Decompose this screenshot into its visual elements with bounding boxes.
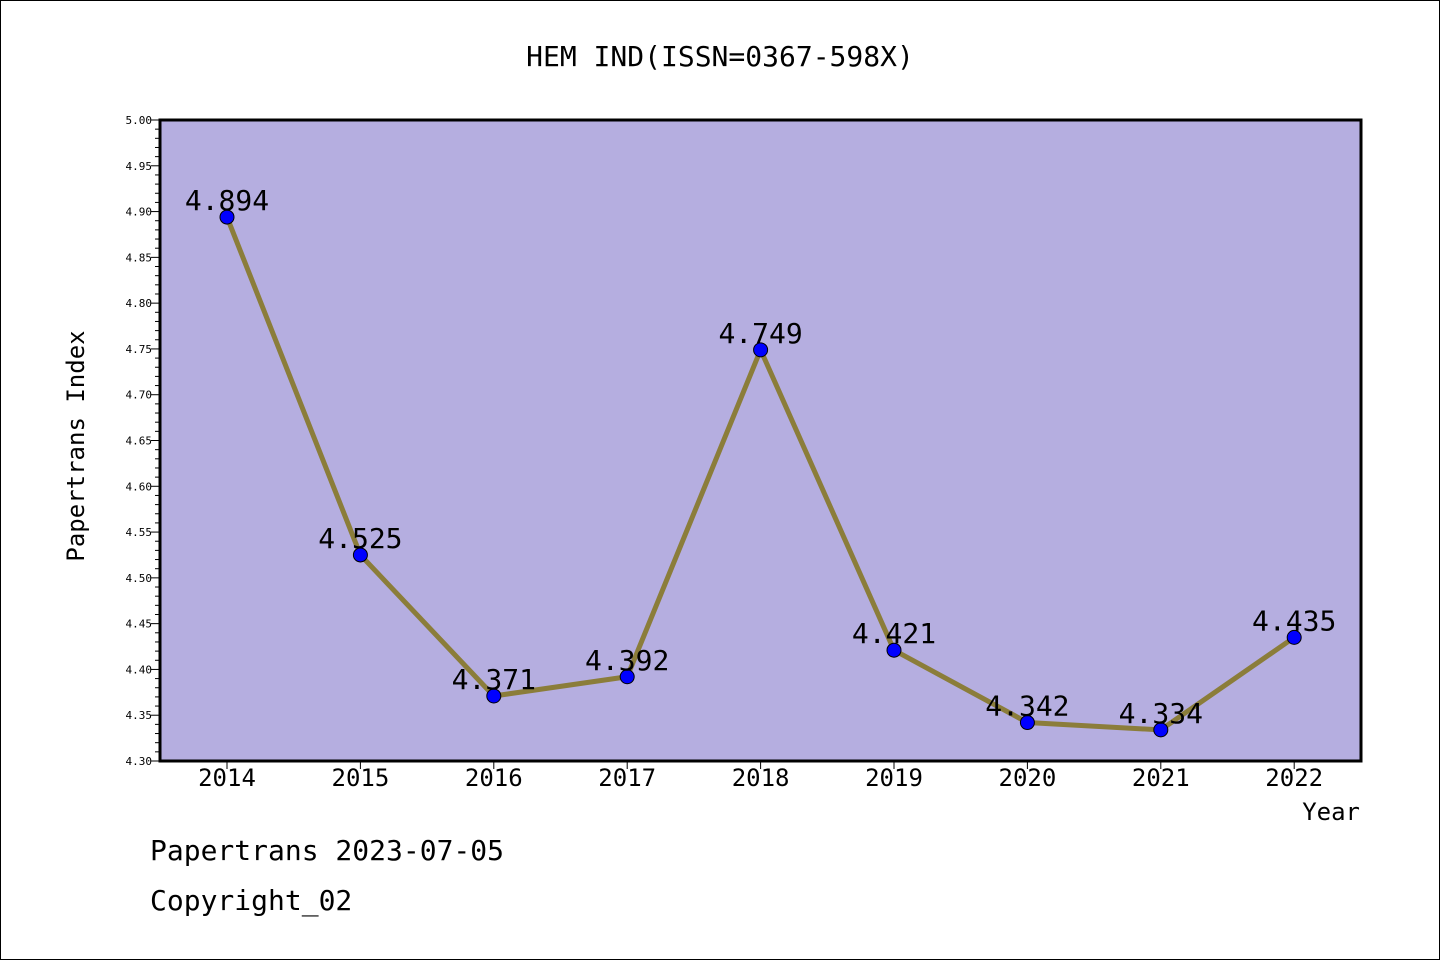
data-label: 4.421 <box>852 617 936 650</box>
x-tick-label: 2021 <box>1132 764 1190 792</box>
data-point <box>886 642 902 658</box>
data-label: 4.435 <box>1252 604 1336 637</box>
x-tick-label: 2019 <box>865 764 923 792</box>
data-point <box>486 688 502 704</box>
y-tick-label: 4.55 <box>126 526 153 539</box>
y-tick-label: 4.40 <box>126 663 153 676</box>
data-label: 4.749 <box>718 317 802 350</box>
footer-date: Papertrans 2023-07-05 <box>150 834 505 867</box>
data-point <box>1286 629 1302 645</box>
x-tick-label: 2016 <box>465 764 523 792</box>
data-point <box>619 669 635 685</box>
x-tick-label: 2015 <box>332 764 390 792</box>
y-tick-label: 4.90 <box>126 206 153 219</box>
y-tick-label: 4.60 <box>126 480 153 493</box>
y-tick-label: 4.95 <box>126 160 153 173</box>
x-axis: 2014 2015 2016 2017 2018 2019 2020 2021 2022 <box>198 761 1323 792</box>
x-tick-label: 2018 <box>732 764 790 792</box>
data-label: 4.392 <box>585 644 669 677</box>
x-tick-label: 2022 <box>1265 764 1323 792</box>
y-tick-label: 4.35 <box>126 709 153 722</box>
data-label: 4.525 <box>318 522 402 555</box>
y-tick-label: 4.75 <box>126 343 153 356</box>
y-axis-label: Papertrans Index <box>62 330 90 561</box>
data-point <box>1153 722 1169 738</box>
data-label: 4.894 <box>185 184 269 217</box>
y-axis: 4.30 4.35 4.40 4.45 4.50 4.55 4.60 4.65 4.70 4.75… <box>126 114 160 768</box>
y-tick-label: 4.65 <box>126 435 153 448</box>
chart-title: HEM IND(ISSN=0367-598X) <box>526 40 914 73</box>
x-tick-label: 2020 <box>999 764 1057 792</box>
data-point <box>1019 715 1035 731</box>
data-label: 4.334 <box>1119 697 1203 730</box>
data-point <box>219 209 235 225</box>
y-tick-label: 5.00 <box>126 114 153 127</box>
y-tick-label: 4.80 <box>126 297 153 310</box>
footer-copyright: Copyright_02 <box>150 884 353 917</box>
y-tick-label: 4.30 <box>126 755 153 768</box>
y-tick-label: 4.50 <box>126 572 153 585</box>
data-point <box>352 547 368 563</box>
data-point <box>753 342 769 358</box>
x-axis-label: Year <box>1302 798 1360 826</box>
x-tick-label: 2014 <box>198 764 256 792</box>
y-tick-label: 4.70 <box>126 389 153 402</box>
y-tick-label: 4.45 <box>126 618 153 631</box>
data-label: 4.342 <box>985 690 1069 723</box>
data-label: 4.371 <box>452 663 536 696</box>
plot-area <box>158 118 1363 763</box>
series-layer: 4.894 4.525 4.371 4.392 4.749 4.421 4.342 4.334… <box>185 184 1336 738</box>
x-tick-label: 2017 <box>598 764 656 792</box>
y-tick-label: 4.85 <box>126 251 153 264</box>
